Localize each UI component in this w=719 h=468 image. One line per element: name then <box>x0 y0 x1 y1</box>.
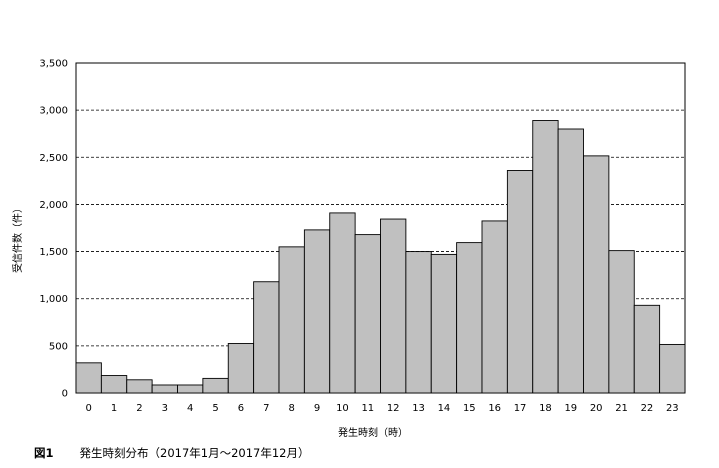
bar-hour-19 <box>557 128 584 394</box>
bar-hour-20 <box>583 155 610 394</box>
x-tick-label: 4 <box>187 403 193 414</box>
bar-hour-22 <box>633 304 661 394</box>
bar-hour-9 <box>303 229 331 394</box>
bar-hour-2 <box>126 379 153 394</box>
x-tick-label: 9 <box>314 403 320 414</box>
x-axis-title: 発生時刻（時） <box>338 426 408 439</box>
x-tick-labels: 0 1 2 3 4 5 6 7 8 9 10 11 12 13 14 15 16 17 18 19 20 21 22 23 <box>86 403 679 414</box>
x-tick-label: 2 <box>136 403 142 414</box>
y-tick-label: 2,500 <box>39 153 68 164</box>
x-tick-label: 15 <box>463 403 476 414</box>
y-tick-label: 2,000 <box>39 200 68 211</box>
x-tick-label: 3 <box>162 403 168 414</box>
y-axis-title: 受信件数（件） <box>11 203 24 273</box>
x-tick-label: 6 <box>238 403 244 414</box>
bar-hour-1 <box>100 375 128 394</box>
y-tick-label: 1,500 <box>39 247 68 258</box>
bar-hour-16 <box>481 220 508 394</box>
y-tick-label: 1,000 <box>39 294 68 305</box>
x-tick-label: 20 <box>590 403 603 414</box>
bar-hour-23 <box>659 343 686 394</box>
y-tick-labels: 0 500 1,000 1,500 2,000 2,500 3,000 3,500 <box>39 59 68 400</box>
x-tick-label: 12 <box>387 403 400 414</box>
bar-hour-14 <box>430 253 458 394</box>
x-tick-label: 14 <box>438 403 451 414</box>
bar-hour-15 <box>456 242 483 394</box>
bar-hour-11 <box>354 234 381 394</box>
figure-caption: 図1 発生時刻分布（2017年1月～2017年12月） <box>34 445 310 461</box>
bar-hour-10 <box>329 212 356 394</box>
bar-hour-13 <box>405 251 432 394</box>
x-tick-label: 11 <box>361 403 374 414</box>
figure-label: 図1 <box>34 446 54 460</box>
x-tick-label: 17 <box>514 403 527 414</box>
bar-hour-8 <box>278 246 305 394</box>
bar-hour-7 <box>253 281 280 394</box>
bar-hour-4 <box>177 384 204 394</box>
x-tick-label: 16 <box>488 403 501 414</box>
x-tick-label: 10 <box>336 403 349 414</box>
x-tick-label: 19 <box>564 403 577 414</box>
x-tick-label: 21 <box>615 403 628 414</box>
y-tick-label: 3,500 <box>39 59 68 70</box>
bar-hour-12 <box>380 218 407 394</box>
x-tick-label: 13 <box>412 403 425 414</box>
x-tick-label: 22 <box>641 403 654 414</box>
x-tick-label: 5 <box>212 403 218 414</box>
x-tick-label: 23 <box>666 403 679 414</box>
x-tick-label: 1 <box>111 403 117 414</box>
y-tick-label: 0 <box>62 389 68 400</box>
bar-hour-3 <box>151 384 178 394</box>
bar-hour-0 <box>75 362 102 394</box>
y-tick-label: 3,000 <box>39 106 68 117</box>
bar-hour-18 <box>532 120 559 394</box>
bar-hour-5 <box>202 377 229 394</box>
bars <box>75 120 686 394</box>
x-tick-label: 7 <box>263 403 269 414</box>
y-tick-label: 500 <box>49 341 68 352</box>
x-tick-label: 8 <box>289 403 295 414</box>
x-tick-label: 0 <box>86 403 92 414</box>
bar-hour-6 <box>227 343 255 394</box>
bar-hour-17 <box>506 170 534 394</box>
figure-caption-text: 発生時刻分布（2017年1月～2017年12月） <box>79 446 310 460</box>
x-tick-label: 18 <box>539 403 552 414</box>
bar-hour-21 <box>608 250 635 394</box>
